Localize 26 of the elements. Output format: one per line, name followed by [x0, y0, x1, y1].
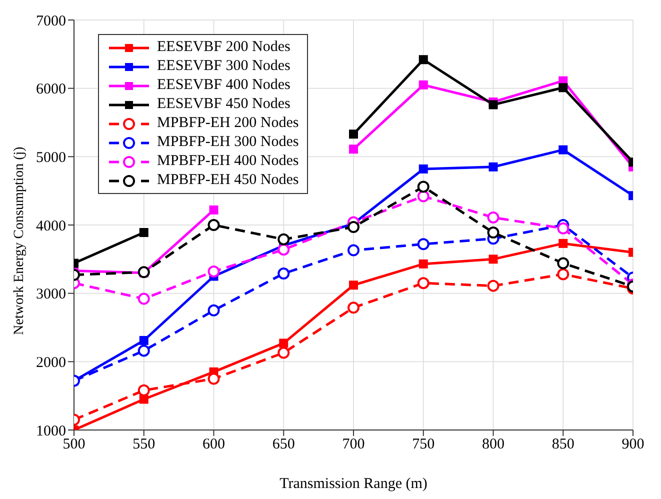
x-tick-label: 800: [482, 436, 504, 453]
legend-label: MPBFP-EH 300 Nodes: [157, 133, 299, 152]
legend-label: MPBFP-EH 200 Nodes: [157, 114, 299, 133]
legend-label: EESEVBF 400 Nodes: [157, 76, 290, 95]
y-tick-label: 4000: [36, 218, 66, 234]
x-tick-label: 550: [132, 436, 156, 453]
x-tick-label: 500: [62, 436, 86, 453]
y-tick-label: 6000: [36, 82, 66, 98]
legend-label: EESEVBF 450 Nodes: [157, 95, 290, 114]
legend-label: EESEVBF 300 Nodes: [157, 57, 290, 76]
y-tick-label: 1000: [36, 423, 66, 440]
x-tick-label: 700: [342, 436, 365, 453]
legend-label: EESEVBF 200 Nodes: [157, 38, 290, 57]
x-tick-label: 850: [552, 436, 574, 453]
y-tick-label: 2000: [36, 354, 66, 371]
x-tick-label: 650: [272, 436, 295, 453]
legend-label: MPBFP-EH 450 Nodes: [157, 171, 299, 190]
x-tick-label: 750: [412, 436, 435, 453]
x-axis-title: Transmission Range (m): [280, 476, 428, 492]
legend-label: MPBFP-EH 400 Nodes: [157, 152, 299, 171]
x-tick-label: 900: [622, 436, 644, 453]
y-tick-label: 7000: [36, 13, 66, 30]
y-tick-label: 3000: [36, 286, 66, 303]
y-tick-label: 5000: [36, 150, 66, 166]
x-tick-label: 600: [202, 436, 225, 453]
y-axis-title: Network Energy Consumption (j): [12, 146, 27, 335]
